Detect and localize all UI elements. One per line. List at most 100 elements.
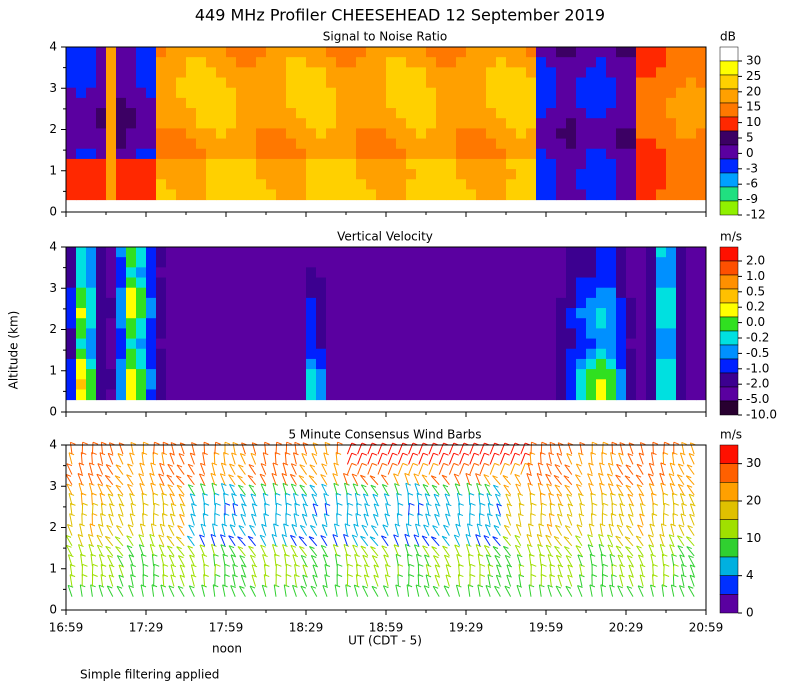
wind-barb-flag xyxy=(190,452,196,456)
snr-cell xyxy=(266,118,277,129)
snr-cell xyxy=(306,179,317,190)
wind-barb-flag xyxy=(126,545,133,549)
wind-barb-flag xyxy=(549,441,556,445)
wind-barb-flag xyxy=(402,452,408,456)
wind-barb-flag xyxy=(229,463,235,467)
snr-cell xyxy=(406,87,417,99)
wind-barb xyxy=(352,483,359,496)
wind-barb xyxy=(680,574,685,587)
velocity-cell xyxy=(176,277,187,289)
wind-barb xyxy=(312,564,318,577)
wind-barb-flag xyxy=(475,473,481,477)
velocity-cell xyxy=(186,379,197,390)
wind-barb-flag xyxy=(92,441,99,445)
wind-barb xyxy=(598,544,603,557)
wind-barb xyxy=(617,585,624,597)
wind-barb-flag xyxy=(97,544,103,548)
wind-barb-flag xyxy=(413,473,420,477)
snr-cell xyxy=(616,158,627,170)
velocity-cell xyxy=(286,369,297,380)
snr-cell xyxy=(136,158,147,170)
wind-barb-flag xyxy=(333,544,339,548)
wind-barb-flag xyxy=(142,574,149,577)
wind-barb xyxy=(139,523,144,536)
velocity-cell xyxy=(296,257,307,268)
wind-barb-flag xyxy=(381,535,387,539)
velocity-cell xyxy=(76,348,87,360)
wind-barb xyxy=(351,534,359,547)
snr-cell xyxy=(666,77,677,89)
velocity-cell xyxy=(76,247,87,258)
wind-barb xyxy=(459,453,465,465)
velocity-cell xyxy=(536,287,547,299)
wind-barb xyxy=(106,585,114,597)
velocity-cell xyxy=(306,379,317,390)
velocity-cell xyxy=(696,267,707,279)
velocity-cell xyxy=(476,348,487,360)
wind-barb xyxy=(424,554,430,567)
velocity-cell xyxy=(266,369,277,380)
velocity-cell xyxy=(316,277,327,289)
velocity-cell xyxy=(136,369,147,380)
snr-cell xyxy=(686,189,697,201)
wind-barb xyxy=(476,483,481,496)
wind-barb-flag xyxy=(539,584,545,588)
wind-barb-flag xyxy=(105,535,111,539)
wind-barb xyxy=(660,483,665,496)
wind-barb-flag xyxy=(578,493,584,497)
snr-cell xyxy=(216,47,227,58)
velocity-cell xyxy=(356,277,367,289)
wind-barb xyxy=(263,513,267,526)
velocity-cell xyxy=(516,338,527,350)
wind-barb-flag xyxy=(141,553,147,557)
wind-barb xyxy=(158,544,165,557)
wind-barb xyxy=(492,536,501,547)
snr-cell xyxy=(466,169,477,180)
wind-barb xyxy=(527,462,532,475)
snr-cell xyxy=(366,169,377,180)
velocity-cell xyxy=(576,277,587,289)
snr-cell xyxy=(516,169,527,180)
wind-barb-flag xyxy=(554,464,561,468)
snr-cell xyxy=(616,169,627,180)
snr-cell xyxy=(356,57,367,68)
wind-barb xyxy=(187,545,195,557)
wind-barb-flag xyxy=(475,534,481,538)
snr-cell xyxy=(526,57,537,68)
snr-cell xyxy=(216,87,227,99)
wind-barb-flag xyxy=(114,475,121,479)
y-tick-label: 3 xyxy=(49,479,57,493)
snr-cell xyxy=(466,148,477,160)
snr-cell xyxy=(236,179,247,190)
wind-barb-flag xyxy=(66,544,72,548)
velocity-cell xyxy=(456,257,467,268)
wind-barb xyxy=(138,544,144,557)
velocity-cell xyxy=(546,389,557,401)
velocity-cell xyxy=(326,348,337,360)
snr-cell xyxy=(66,169,77,180)
snr-cell xyxy=(616,148,627,160)
snr-cell xyxy=(416,67,427,79)
wind-barb-flag xyxy=(433,462,439,466)
wind-barb-flag xyxy=(456,584,462,588)
velocity-cell xyxy=(326,267,337,279)
snr-cell xyxy=(346,118,357,129)
snr-cell xyxy=(106,189,117,201)
snr-cell xyxy=(226,108,237,119)
snr-cell xyxy=(406,158,417,170)
velocity-cell xyxy=(266,277,277,289)
wind-barb xyxy=(293,513,297,526)
snr-cell xyxy=(616,77,627,89)
velocity-cell xyxy=(256,277,267,289)
wind-barb xyxy=(212,584,216,597)
velocity-cell xyxy=(416,257,427,268)
colorbar-swatch xyxy=(719,60,739,76)
velocity-cell xyxy=(426,328,437,340)
wind-barb xyxy=(96,473,104,485)
snr-cell xyxy=(286,128,297,140)
wind-barb xyxy=(231,513,236,526)
wind-barb-flag xyxy=(220,534,226,538)
velocity-cell xyxy=(486,379,497,390)
velocity-cell xyxy=(646,328,657,340)
velocity-cell xyxy=(566,358,577,370)
